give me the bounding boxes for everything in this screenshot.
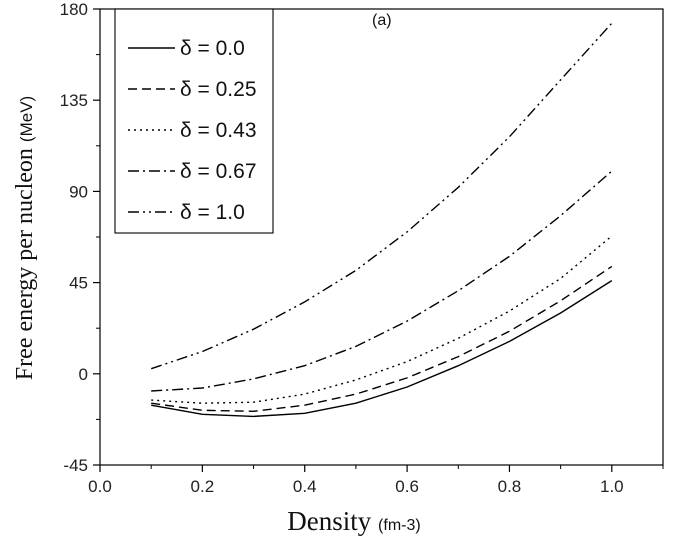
- x-tick-label: 1.0: [600, 477, 624, 496]
- series-line-4: [150, 22, 613, 370]
- y-axis-label: Free energy per nucleon (MeV): [12, 96, 38, 380]
- legend-entry-2: δ = 0.43: [180, 119, 257, 142]
- legend-box: [114, 8, 274, 234]
- legend-entry-4: δ = 1.0: [180, 201, 245, 224]
- x-axis-label: Density (fm-3): [287, 506, 420, 536]
- series-line-1: [151, 265, 613, 413]
- y-tick-label: 45: [69, 274, 88, 293]
- y-tick-label: 90: [69, 182, 88, 201]
- series-line-2: [151, 235, 613, 404]
- y-tick-label: 180: [60, 0, 88, 19]
- x-tick-label: 0.0: [88, 477, 112, 496]
- panel-label: (a): [372, 12, 392, 29]
- x-tick-label: 0.6: [395, 477, 419, 496]
- series-line-3: [151, 170, 613, 392]
- legend-entry-1: δ = 0.25: [180, 78, 257, 101]
- y-tick-label: -45: [63, 456, 88, 475]
- x-tick-label: 0.4: [293, 477, 317, 496]
- plot-curves: [150, 22, 613, 418]
- x-tick-label: 0.8: [498, 477, 522, 496]
- y-tick-label: 0: [79, 365, 88, 384]
- legend: δ = 0.0 δ = 0.25 δ = 0.43 δ = 0.67 δ = 1.0: [114, 8, 274, 234]
- x-tick-label: 0.2: [191, 477, 215, 496]
- plot-axes: 0.0 0.2 0.4 0.6 0.8 1.0 -45 0 45 90 135 180 Free ene…: [12, 0, 664, 536]
- legend-entry-3: δ = 0.67: [180, 160, 257, 183]
- legend-entry-0: δ = 0.0: [180, 37, 245, 60]
- y-tick-label: 135: [60, 91, 88, 110]
- series-line-0: [151, 280, 613, 418]
